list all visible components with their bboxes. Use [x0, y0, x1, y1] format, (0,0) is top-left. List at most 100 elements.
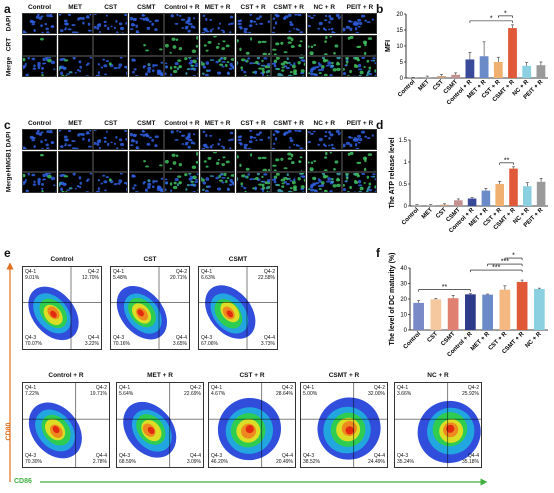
- y-tick-label: 0: [404, 204, 408, 210]
- quadrant-q4-1: Q4-1 5.00%: [303, 385, 318, 397]
- row-label: Merge: [5, 56, 13, 76]
- micrograph-tile: [93, 129, 129, 150]
- panel-label-d: d: [376, 118, 384, 132]
- column-label: Control: [27, 4, 52, 11]
- quadrant-q4-3: Q4-3 67.06%: [201, 335, 218, 347]
- micrograph-tile: [271, 150, 307, 172]
- micrograph-tile: [22, 150, 57, 172]
- micrograph-tile: [306, 13, 342, 34]
- quadrant-q4-3: Q4-3 68.59%: [119, 453, 136, 465]
- bar: [440, 204, 449, 206]
- significance-label: ***: [501, 259, 509, 266]
- bar: [536, 65, 546, 78]
- flow-plot: Control Q4-1 9.01% Q4-2 12.70% Q4-3 70.07% Q4-4…: [22, 256, 102, 350]
- y-tick-label: 0: [400, 76, 404, 82]
- column-label: PEIT + R: [346, 4, 374, 11]
- significance-label: *: [490, 15, 493, 22]
- column-label: Control: [27, 120, 52, 127]
- panel-label-b: b: [376, 2, 384, 16]
- column-label: NC + R: [313, 4, 336, 11]
- quadrant-q4-1: Q4-1 7.22%: [25, 385, 40, 397]
- bar: [465, 294, 476, 330]
- x-tick-label: CST: [427, 331, 440, 344]
- micrograph-tile: [22, 34, 57, 56]
- bar: [430, 299, 442, 330]
- row-label: Merge: [5, 172, 13, 192]
- y-tick-label: 20: [400, 297, 407, 303]
- micrograph-tile: [235, 150, 271, 172]
- micrograph-tile: [306, 150, 342, 172]
- column-label: CSMT: [137, 4, 156, 11]
- bar: [482, 294, 493, 330]
- quadrant-q4-1: Q4-1 5.64%: [119, 385, 134, 397]
- quadrant-q4-4: Q4-4 3.65%: [172, 335, 187, 347]
- quadrant-q4-2: Q4-2 19.71%: [90, 385, 107, 397]
- bar: [479, 56, 489, 78]
- y-tick-label: 30: [400, 282, 407, 288]
- bar: [522, 65, 532, 78]
- y-axis-label: The ATP release level: [389, 137, 396, 208]
- micrograph-tile: [128, 150, 164, 172]
- micrograph-tile: [164, 129, 200, 150]
- bar: [499, 289, 511, 330]
- flow-plot-title: MET + R: [147, 372, 173, 379]
- column-label: CSMT + R: [273, 120, 304, 127]
- bar: [508, 28, 517, 78]
- flow-plot-title: CST: [143, 256, 157, 263]
- micrograph-tile: [57, 13, 93, 34]
- flow-plot: MET + R Q4-1 5.64% Q4-2 22.69% Q4-3 68.59% Q4-4…: [116, 372, 204, 468]
- micrograph-tile: [200, 129, 235, 150]
- bar: [495, 184, 504, 206]
- quadrant-q4-4: Q4-4 3.73%: [260, 335, 275, 347]
- y-tick-label: 20: [396, 12, 403, 18]
- micrograph-tile: [342, 13, 378, 34]
- micrograph-tile: [235, 13, 271, 34]
- micrograph-tile: [57, 150, 93, 172]
- micrograph-tile: [128, 129, 164, 150]
- column-label: MET + R: [204, 120, 231, 127]
- micrograph-tile: [306, 34, 342, 56]
- column-label: CSMT + R: [273, 4, 304, 11]
- bar: [509, 168, 518, 206]
- micrograph-tile: [235, 34, 271, 56]
- quadrant-q4-1: Q4-1 5.48%: [113, 269, 128, 281]
- quadrant-q4-3: Q4-3 35.24%: [397, 453, 414, 465]
- bar: [413, 302, 424, 330]
- quadrant-q4-3: Q4-3 38.52%: [303, 453, 320, 465]
- column-label: NC + R: [313, 120, 336, 127]
- quadrant-q4-4: Q4-4 24.49%: [368, 453, 385, 465]
- micrograph-tile: [128, 56, 164, 78]
- y-tick-label: 1.5: [399, 138, 408, 144]
- micrograph-tile: [22, 129, 57, 150]
- y-tick-label: 5: [400, 60, 404, 66]
- flow-plot: CSMT Q4-1 6.63% Q4-2 22.58% Q4-3 67.06% Q4-4 3.7…: [198, 256, 278, 350]
- micrograph-tile: [57, 172, 93, 194]
- quadrant-q4-4: Q4-4 2.78%: [92, 453, 107, 465]
- micrograph-tile: [93, 56, 129, 78]
- micrograph-tile: [271, 56, 307, 78]
- quadrant-q4-2: Q4-2 22.69%: [184, 385, 201, 397]
- quadrant-q4-1: Q4-1 9.01%: [25, 269, 40, 281]
- x-tick-label: MET: [421, 207, 434, 220]
- micrograph-tile: [164, 13, 200, 34]
- column-label: MET + R: [204, 4, 231, 11]
- bar: [534, 288, 545, 330]
- bar: [536, 181, 546, 206]
- y-tick-label: 40: [400, 266, 407, 272]
- quadrant-q4-2: Q4-2 20.71%: [170, 269, 187, 281]
- quadrant-q4-2: Q4-2 25.92%: [462, 385, 479, 397]
- y-axis-label: The level of DC maturity (%): [389, 253, 396, 346]
- column-label: MET: [68, 4, 82, 11]
- flow-plot: CSMT + R Q4-1 5.00% Q4-2 32.00% Q4-3 38.52% Q4-…: [300, 372, 388, 468]
- significance-label: **: [504, 157, 510, 164]
- micrograph-tile: [200, 150, 235, 172]
- bar: [493, 62, 503, 78]
- micrograph-tile: [306, 56, 342, 78]
- flow-plot-title: Control + R: [48, 372, 84, 379]
- micrograph-tile: [271, 13, 307, 34]
- quadrant-q4-2: Q4-2 28.64%: [276, 385, 293, 397]
- flow-plot: CST + R Q4-1 4.67% Q4-2 28.64% Q4-3 46.20% Q4-4…: [208, 372, 296, 468]
- bar: [467, 198, 477, 206]
